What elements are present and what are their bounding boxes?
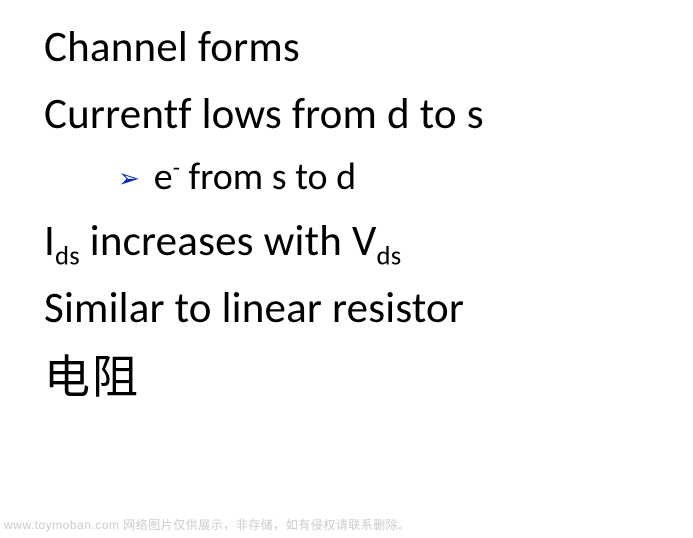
line-3-text: e- from s to d — [154, 147, 356, 208]
line-6-chinese: 电阻 — [44, 341, 693, 415]
ids-subscript: ds — [55, 241, 80, 273]
line-4-mid: increases with V — [80, 214, 377, 267]
arrow-bullet-icon: ➢ — [118, 158, 140, 200]
line-1: Channel forms — [44, 14, 693, 81]
slide-content: Channel forms Currentf lows from d to s … — [0, 0, 693, 415]
electron-symbol: e — [154, 154, 173, 200]
watermark-text: www.toymoban.com 网络图片仅供展示，非存储，如有侵权请联系删除。 — [4, 516, 411, 533]
line-3-rest: from s to d — [180, 154, 356, 200]
electron-superscript: - — [173, 155, 180, 183]
ids-symbol-i: I — [44, 214, 55, 267]
line-4: Ids increases with Vds — [44, 208, 693, 275]
line-5: Similar to linear resistor — [44, 275, 693, 342]
vds-subscript: ds — [377, 241, 402, 273]
line-3: ➢ e- from s to d — [44, 147, 693, 208]
line-2: Currentf lows from d to s — [44, 81, 693, 148]
